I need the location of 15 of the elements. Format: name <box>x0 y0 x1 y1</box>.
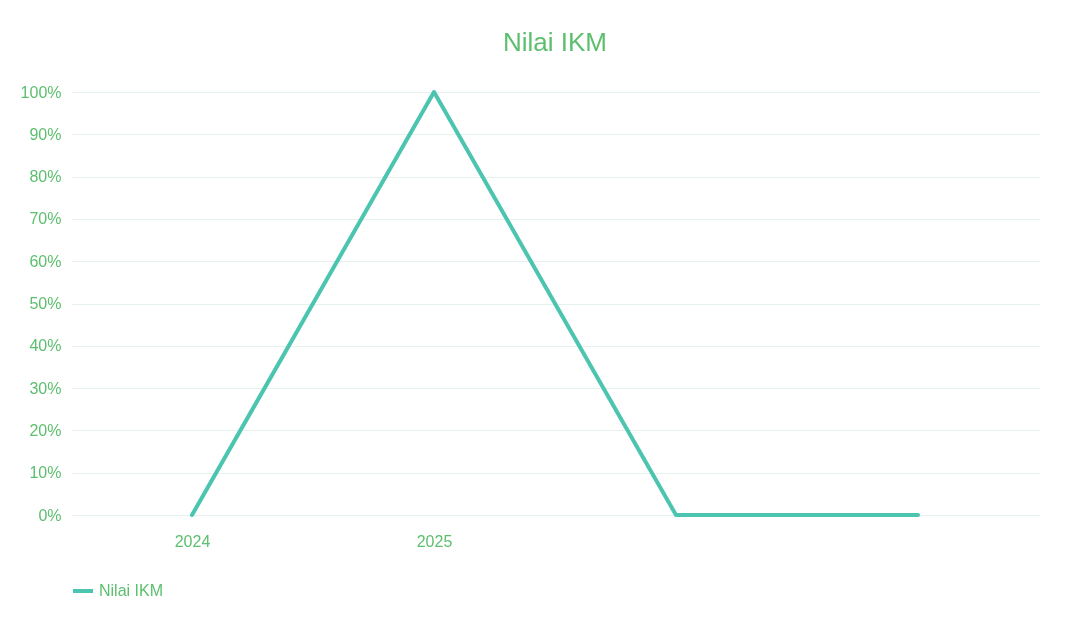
y-tick-label: 50% <box>29 295 62 312</box>
x-tick-label: 2024 <box>174 532 211 550</box>
y-tick-label: 20% <box>29 421 62 439</box>
y-tick-label: 90% <box>29 125 62 143</box>
y-tick-label: 30% <box>29 379 62 397</box>
legend-label: Nilai IKM <box>99 582 164 599</box>
y-tick-label: 60% <box>29 252 62 270</box>
y-tick-label: 40% <box>29 337 62 355</box>
y-tick-label: 0% <box>38 506 62 524</box>
y-tick-label: 70% <box>29 210 62 228</box>
x-tick-label: 2025 <box>416 532 453 550</box>
y-tick-label: 80% <box>29 168 62 186</box>
y-tick-label: 100% <box>20 83 62 101</box>
chart-title: Nilai IKM <box>502 27 608 57</box>
y-tick-label: 10% <box>29 464 62 482</box>
